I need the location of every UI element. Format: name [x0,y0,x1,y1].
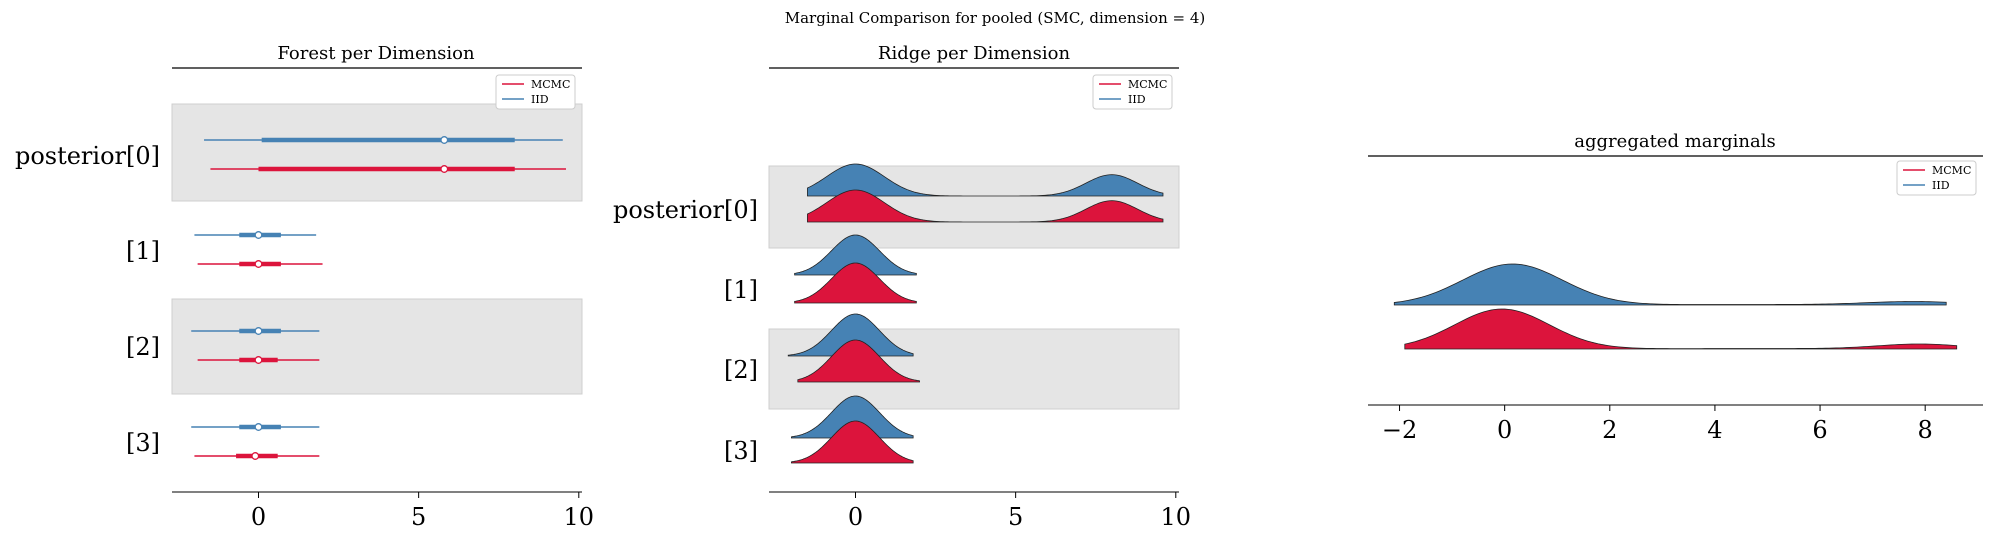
forest-mcmc-mean-point [254,356,263,364]
aggregated-x-tick-label: 2 [1602,416,1617,444]
forest-panel: Forest per Dimension posterior[0] [1] [2] [3… [15,43,594,531]
forest-mcmc-mean-point [251,452,260,460]
forest-row-label: [3] [126,429,160,457]
ridge-legend-label-mcmc: MCMC [1128,78,1167,91]
ridge-row-label: posterior[0] [613,196,758,224]
ridge-mcmc-density [807,189,1164,223]
ridge-x-tick-label: 0 [848,503,863,531]
forest-mcmc-mean-point [440,165,449,173]
ridge-x-tick-label: 10 [1161,503,1192,531]
aggregated-title: aggregated marginals [1574,131,1775,152]
ridge-title: Ridge per Dimension [878,43,1071,64]
aggregated-x-tick-label: 6 [1812,416,1827,444]
ridge-mcmc-density [797,339,920,383]
aggregated-x-tick-label: 4 [1707,416,1722,444]
ridge-mcmc-density [794,262,917,304]
aggregated-panel: aggregated marginals MCMC IID −2 0 2 4 6 8 [1368,131,1983,444]
forest-row-band [171,103,583,202]
ridge-row-label: [1] [724,276,758,304]
aggregated-x-tick-label: 8 [1918,416,1933,444]
ridge-mcmc-density [791,420,914,464]
forest-iid-mean-point [254,327,263,335]
aggregated-iid-density [1393,263,1947,306]
ridge-row-label: [3] [724,437,758,465]
ridge-iid-density [787,313,914,357]
aggregated-x-tick-label: −2 [1382,416,1417,444]
forest-row-label: [2] [126,333,160,361]
forest-iid-mean-point [254,231,263,239]
ridge-legend-label-iid: IID [1128,93,1146,106]
ridge-x-tick-label: 5 [1008,503,1023,531]
figure-suptitle: Marginal Comparison for pooled (SMC, dim… [785,9,1205,27]
ridge-iid-density [791,395,914,439]
forest-row-label: [1] [126,237,160,265]
forest-x-tick-label: 5 [411,503,426,531]
aggregated-legend-label-iid: IID [1932,179,1950,192]
forest-x-tick-label: 10 [564,503,595,531]
aggregated-legend-label-mcmc: MCMC [1932,164,1971,177]
ridge-row-label: [2] [724,356,758,384]
forest-iid-mean-point [254,423,263,431]
forest-legend-label-mcmc: MCMC [531,78,570,91]
forest-legend-label-iid: IID [531,93,549,106]
ridge-iid-density [794,234,917,276]
ridge-iid-density [807,163,1164,197]
ridge-panel: Ridge per Dimension posterior[0] [1] [2] [3]… [613,43,1191,531]
forest-mcmc-mean-point [254,260,263,268]
forest-title: Forest per Dimension [277,43,475,64]
aggregated-mcmc-density [1404,308,1958,350]
forest-row-band [171,298,583,395]
forest-iid-mean-point [440,136,449,144]
forest-row-label: posterior[0] [15,142,160,170]
forest-x-tick-label: 0 [251,503,266,531]
aggregated-x-tick-label: 0 [1497,416,1512,444]
